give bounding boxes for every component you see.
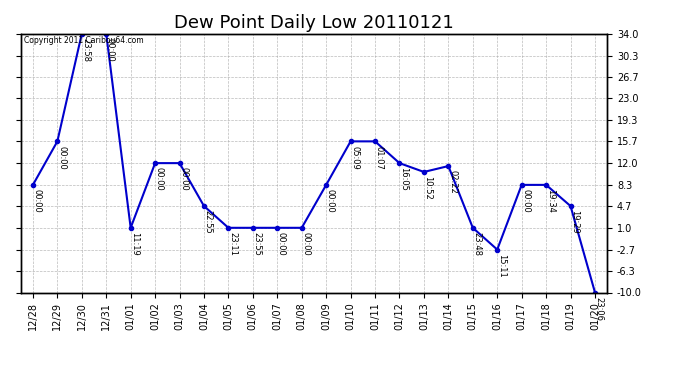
Text: 23:06: 23:06 — [595, 297, 604, 321]
Text: 19:34: 19:34 — [546, 189, 555, 213]
Text: 23:48: 23:48 — [473, 232, 482, 256]
Text: 00:00: 00:00 — [57, 146, 66, 169]
Text: 05:09: 05:09 — [351, 146, 359, 169]
Text: 00:00: 00:00 — [326, 189, 335, 213]
Text: 00:00: 00:00 — [155, 167, 164, 191]
Text: 23:11: 23:11 — [228, 232, 237, 256]
Text: 22:55: 22:55 — [204, 210, 213, 234]
Text: 02:22: 02:22 — [448, 170, 457, 194]
Text: 00:00: 00:00 — [106, 38, 115, 62]
Text: 00:00: 00:00 — [32, 189, 41, 213]
Text: 19:29: 19:29 — [570, 210, 579, 234]
Text: 01:07: 01:07 — [375, 146, 384, 170]
Title: Dew Point Daily Low 20110121: Dew Point Daily Low 20110121 — [174, 14, 454, 32]
Text: 23:55: 23:55 — [253, 232, 262, 256]
Text: 00:00: 00:00 — [302, 232, 310, 256]
Text: 00:00: 00:00 — [179, 167, 188, 191]
Text: 11:19: 11:19 — [130, 232, 139, 256]
Text: 16:05: 16:05 — [399, 167, 408, 191]
Text: 15:11: 15:11 — [497, 254, 506, 278]
Text: 00:00: 00:00 — [277, 232, 286, 256]
Text: 00:00: 00:00 — [522, 189, 531, 213]
Text: 10:52: 10:52 — [424, 176, 433, 200]
Text: 23:58: 23:58 — [81, 38, 90, 62]
Text: Copyright 2011 Caribou64.com: Copyright 2011 Caribou64.com — [23, 36, 144, 45]
